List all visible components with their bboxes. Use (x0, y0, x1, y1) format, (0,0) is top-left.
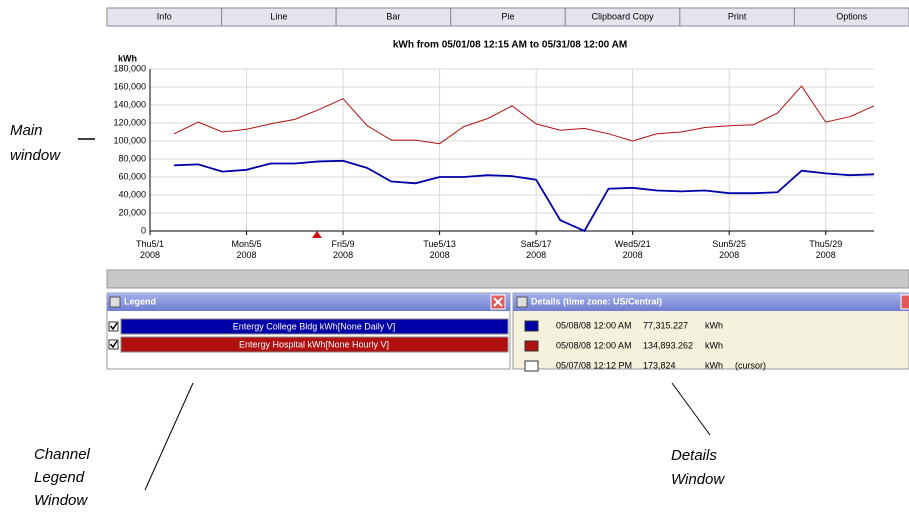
plot-area (150, 69, 874, 231)
x-tick-label: Thu5/1 2008 (136, 239, 164, 260)
y-tick-label: 120,000 (113, 117, 146, 127)
cursor-marker (312, 231, 322, 238)
swatch (524, 320, 539, 332)
details-cell: kWh (705, 320, 723, 330)
pointer-line (671, 382, 711, 436)
pointer-line (144, 382, 194, 491)
details-cell: 77,315.227 (643, 320, 688, 330)
x-tick-label: Wed5/21 2008 (615, 239, 651, 260)
legend-label: Entergy Hospital kWh[None Hourly V] (239, 339, 389, 349)
series-line (173, 85, 875, 145)
x-tick-label: Thu5/29 2008 (809, 239, 842, 260)
y-tick-label: 180,000 (113, 63, 146, 73)
y-tick-label: 20,000 (118, 207, 146, 217)
legend-entry[interactable] (120, 336, 509, 353)
toolbar-label: Pie (501, 11, 514, 21)
x-tick-label: Mon5/5 2008 (232, 239, 262, 260)
swatch (524, 340, 539, 352)
x-tick-label: Tue5/13 2008 (423, 239, 456, 260)
scroll-bar[interactable] (106, 269, 909, 289)
annotation: Window (671, 471, 725, 488)
x-tick-label: Fri5/9 2008 (332, 239, 355, 260)
check (109, 340, 118, 349)
swatch (524, 360, 539, 372)
series-line (174, 159, 875, 233)
annotation: Legend (34, 469, 85, 486)
check (109, 322, 118, 331)
checkbox[interactable] (108, 321, 119, 332)
toolbar-button[interactable] (793, 7, 909, 27)
details-cell: kWh (705, 340, 723, 350)
chart-title: kWh from 05/01/08 12:15 AM to 05/31/08 1… (393, 40, 627, 51)
annotation: Channel (34, 446, 91, 463)
details-cell: (cursor) (735, 360, 766, 370)
details-window: Details (time zone: US/Central) (512, 292, 909, 370)
y-tick-label: 100,000 (113, 135, 146, 145)
y-tick-label: 160,000 (113, 81, 146, 91)
annotation: window (10, 147, 61, 164)
x-tick-label: Sun5/25 2008 (712, 239, 746, 260)
checkbox[interactable] (108, 339, 119, 350)
details-cell: 05/07/08 12:12 PM (556, 360, 632, 370)
annotation: Window (34, 492, 88, 509)
details-cell: 05/08/08 12:00 AM (556, 340, 632, 350)
y-tick-label: 40,000 (118, 189, 146, 199)
legend-title: Legend (124, 296, 156, 306)
toolbar-label: Info (157, 11, 172, 21)
x-tick-label: Sat5/17 2008 (521, 239, 552, 260)
y-tick-label: 140,000 (113, 99, 146, 109)
toolbar-label: Clipboard Copy (592, 11, 655, 21)
y-tick-label: 60,000 (118, 171, 146, 181)
toolbar-label: Print (728, 11, 747, 21)
annotation: Main (10, 122, 43, 139)
close-button[interactable] (900, 294, 909, 310)
annotation: Details (671, 447, 717, 464)
y-axis-label: kWh (118, 53, 137, 63)
toolbar-label: Bar (386, 11, 400, 21)
details-cell: 173,824 (643, 360, 676, 370)
details-cell: 05/08/08 12:00 AM (556, 320, 632, 330)
toolbar-label: Line (270, 11, 287, 21)
y-tick-label: 80,000 (118, 153, 146, 163)
details-cell: kWh (705, 360, 723, 370)
details-title: Details (time zone: US/Central) (531, 296, 662, 306)
legend-entry[interactable] (120, 318, 509, 335)
toolbar-label: Options (836, 11, 868, 21)
details-cell: 134,893.262 (643, 340, 693, 350)
y-tick-label: 0 (141, 225, 146, 235)
legend-label: Entergy College Bldg kWh[None Daily V] (233, 321, 396, 331)
